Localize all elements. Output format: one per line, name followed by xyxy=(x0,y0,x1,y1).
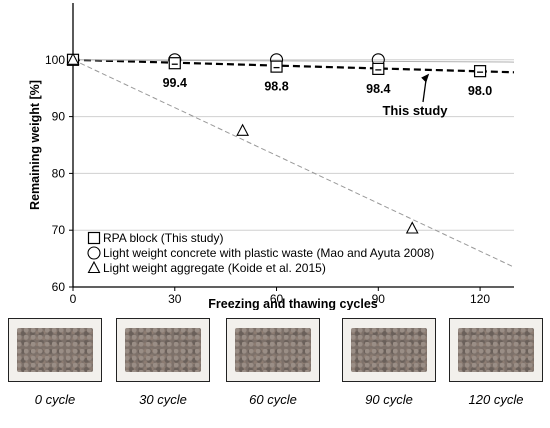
square-marker xyxy=(168,57,181,70)
x-tick-label: 60 xyxy=(270,292,284,306)
annotation-arrowhead xyxy=(421,73,430,83)
triangle-marker xyxy=(236,123,250,136)
legend-triangle-icon xyxy=(87,260,101,274)
square-marker xyxy=(372,62,385,75)
photo-caption: 120 cycle xyxy=(468,392,524,407)
square-marker xyxy=(270,60,283,73)
triangle-marker xyxy=(66,52,80,65)
photo-30-cycle xyxy=(116,318,210,382)
data-labels: 99.4 98.8 98.4 98.0 xyxy=(163,76,493,98)
legend-square-icon xyxy=(87,231,101,245)
photo-caption: 30 cycle xyxy=(139,392,187,407)
y-tick-label: 60 xyxy=(52,280,66,294)
legend-entry: RPA block (This study) xyxy=(103,231,223,245)
y-tick-label: 90 xyxy=(52,110,66,124)
annotation-arrow xyxy=(422,78,427,103)
data-label: 98.4 xyxy=(366,82,390,96)
photo-caption: 60 cycle xyxy=(249,392,297,407)
legend-circle-icon xyxy=(87,246,101,260)
data-label: 99.4 xyxy=(163,76,187,90)
photo-caption: 0 cycle xyxy=(34,392,76,407)
markers xyxy=(66,52,487,234)
photo-60-cycle xyxy=(226,318,320,382)
y-tick-label: 100 xyxy=(45,53,65,67)
chart: 60 70 80 90 100 0 30 60 90 120 99.4 98.8 98.4 98.0 F… xyxy=(28,3,515,310)
trendline xyxy=(72,59,515,268)
square-marker xyxy=(473,65,487,78)
axes: 60 70 80 90 100 0 30 60 90 120 xyxy=(45,3,514,306)
x-tick-label: 120 xyxy=(470,292,490,306)
square-marker xyxy=(372,62,385,75)
y-tick-label: 80 xyxy=(52,166,66,180)
trendlines xyxy=(72,58,515,268)
square-marker xyxy=(473,65,487,78)
legend-entry: Light weight aggregate (Koide et al. 201… xyxy=(103,261,326,275)
legend-entry: Light weight concrete with plastic waste… xyxy=(103,246,434,260)
trendline xyxy=(72,59,515,63)
triangle-marker xyxy=(405,221,419,234)
photo-caption: 90 cycle xyxy=(365,392,413,407)
photo-0-cycle xyxy=(8,318,102,382)
x-axis-title: Freezing and thawing cycles xyxy=(208,297,378,310)
data-label: 98.8 xyxy=(264,80,288,94)
annotation-text: This study xyxy=(382,103,448,118)
photo-120-cycle xyxy=(449,318,543,382)
trendline xyxy=(72,58,515,74)
square-marker xyxy=(87,231,101,245)
square-marker xyxy=(270,60,283,73)
photo-90-cycle xyxy=(342,318,436,382)
legend: RPA block (This study)Light weight concr… xyxy=(87,231,434,275)
y-axis-title: Remaining weight [%] xyxy=(28,80,42,210)
x-tick-label: 0 xyxy=(70,292,77,306)
y-tick-label: 70 xyxy=(52,223,66,237)
annotation: This study xyxy=(382,73,448,118)
x-tick-label: 90 xyxy=(372,292,386,306)
data-label: 98.0 xyxy=(468,84,492,98)
x-tick-label: 30 xyxy=(168,292,182,306)
square-marker xyxy=(168,57,181,70)
